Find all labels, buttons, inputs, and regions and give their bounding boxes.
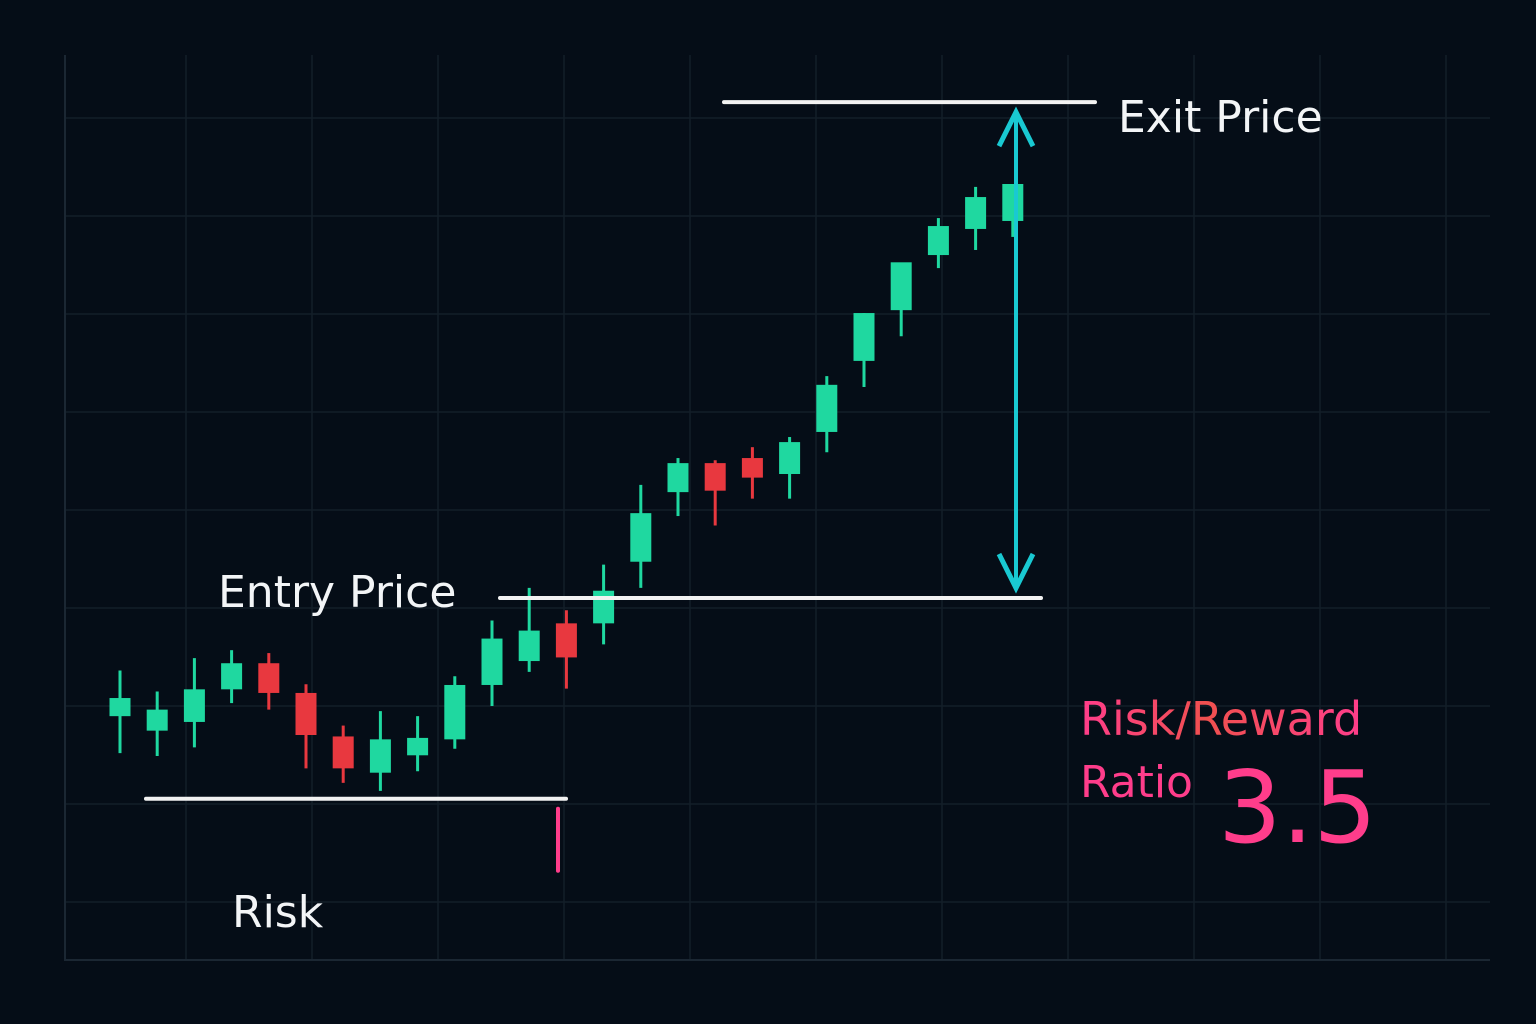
candle-bullish — [481, 620, 503, 706]
candle-body — [183, 689, 205, 722]
candle-bullish — [518, 587, 540, 672]
chart-grid — [65, 55, 1490, 960]
candle-body — [221, 663, 243, 690]
reward-arrow-head-down — [996, 552, 1036, 594]
candle-bearish — [258, 653, 280, 710]
candle-body — [704, 463, 726, 491]
candle-bullish — [146, 691, 168, 757]
candle-bullish — [853, 313, 875, 387]
candle-body — [1002, 184, 1024, 221]
candle-body — [518, 630, 540, 662]
candlestick-series — [109, 184, 1024, 791]
candle-bearish — [295, 684, 317, 769]
candle-body — [555, 623, 577, 658]
candle-bullish — [890, 262, 912, 337]
candle-body — [927, 226, 949, 256]
candle-body — [965, 197, 987, 229]
candle-body — [481, 638, 503, 685]
candle-body — [407, 737, 429, 756]
candle-body — [630, 513, 652, 562]
candle-bullish — [630, 484, 652, 588]
candle-body — [853, 313, 875, 361]
candle-body — [890, 262, 912, 311]
candle-body — [816, 384, 838, 432]
candle-bullish — [444, 676, 466, 749]
candle-body — [741, 458, 763, 478]
candle-bearish — [555, 610, 577, 689]
ratio-label-line1: Risk/Reward — [1080, 692, 1362, 746]
candle-bullish — [593, 564, 615, 645]
candle-body — [146, 709, 168, 731]
candle-body — [444, 684, 466, 740]
candle-bearish — [741, 447, 763, 499]
candle-bullish — [369, 711, 391, 791]
reward-arrow — [996, 106, 1036, 594]
candle-body — [779, 442, 801, 474]
reward-arrow-head-up — [996, 106, 1036, 148]
risk-label: Risk — [232, 887, 324, 938]
candle-body — [667, 463, 689, 493]
candle-bullish — [109, 670, 131, 754]
candle-bullish — [816, 376, 838, 453]
candle-body — [258, 663, 280, 693]
exit-price-label: Exit Price — [1118, 92, 1323, 143]
candle-body — [369, 739, 391, 773]
candle-bearish — [332, 725, 354, 783]
candle-body — [332, 736, 354, 769]
candle-bullish — [407, 716, 429, 772]
candle-bullish — [1002, 184, 1024, 237]
candle-bullish — [183, 658, 205, 748]
candle-bearish — [704, 460, 726, 526]
candle-bullish — [965, 186, 987, 250]
entry-price-label: Entry Price — [218, 567, 456, 618]
chart-frame — [64, 55, 1490, 961]
candle-body — [593, 590, 615, 624]
candle-bullish — [927, 218, 949, 269]
ratio-value: 3.5 — [1218, 749, 1377, 866]
candle-body — [295, 692, 317, 735]
candle-bullish — [779, 437, 801, 499]
candle-bullish — [667, 458, 689, 517]
candle-body — [109, 698, 131, 717]
candle-bullish — [221, 650, 243, 704]
ratio-label-line2: Ratio — [1080, 757, 1193, 808]
